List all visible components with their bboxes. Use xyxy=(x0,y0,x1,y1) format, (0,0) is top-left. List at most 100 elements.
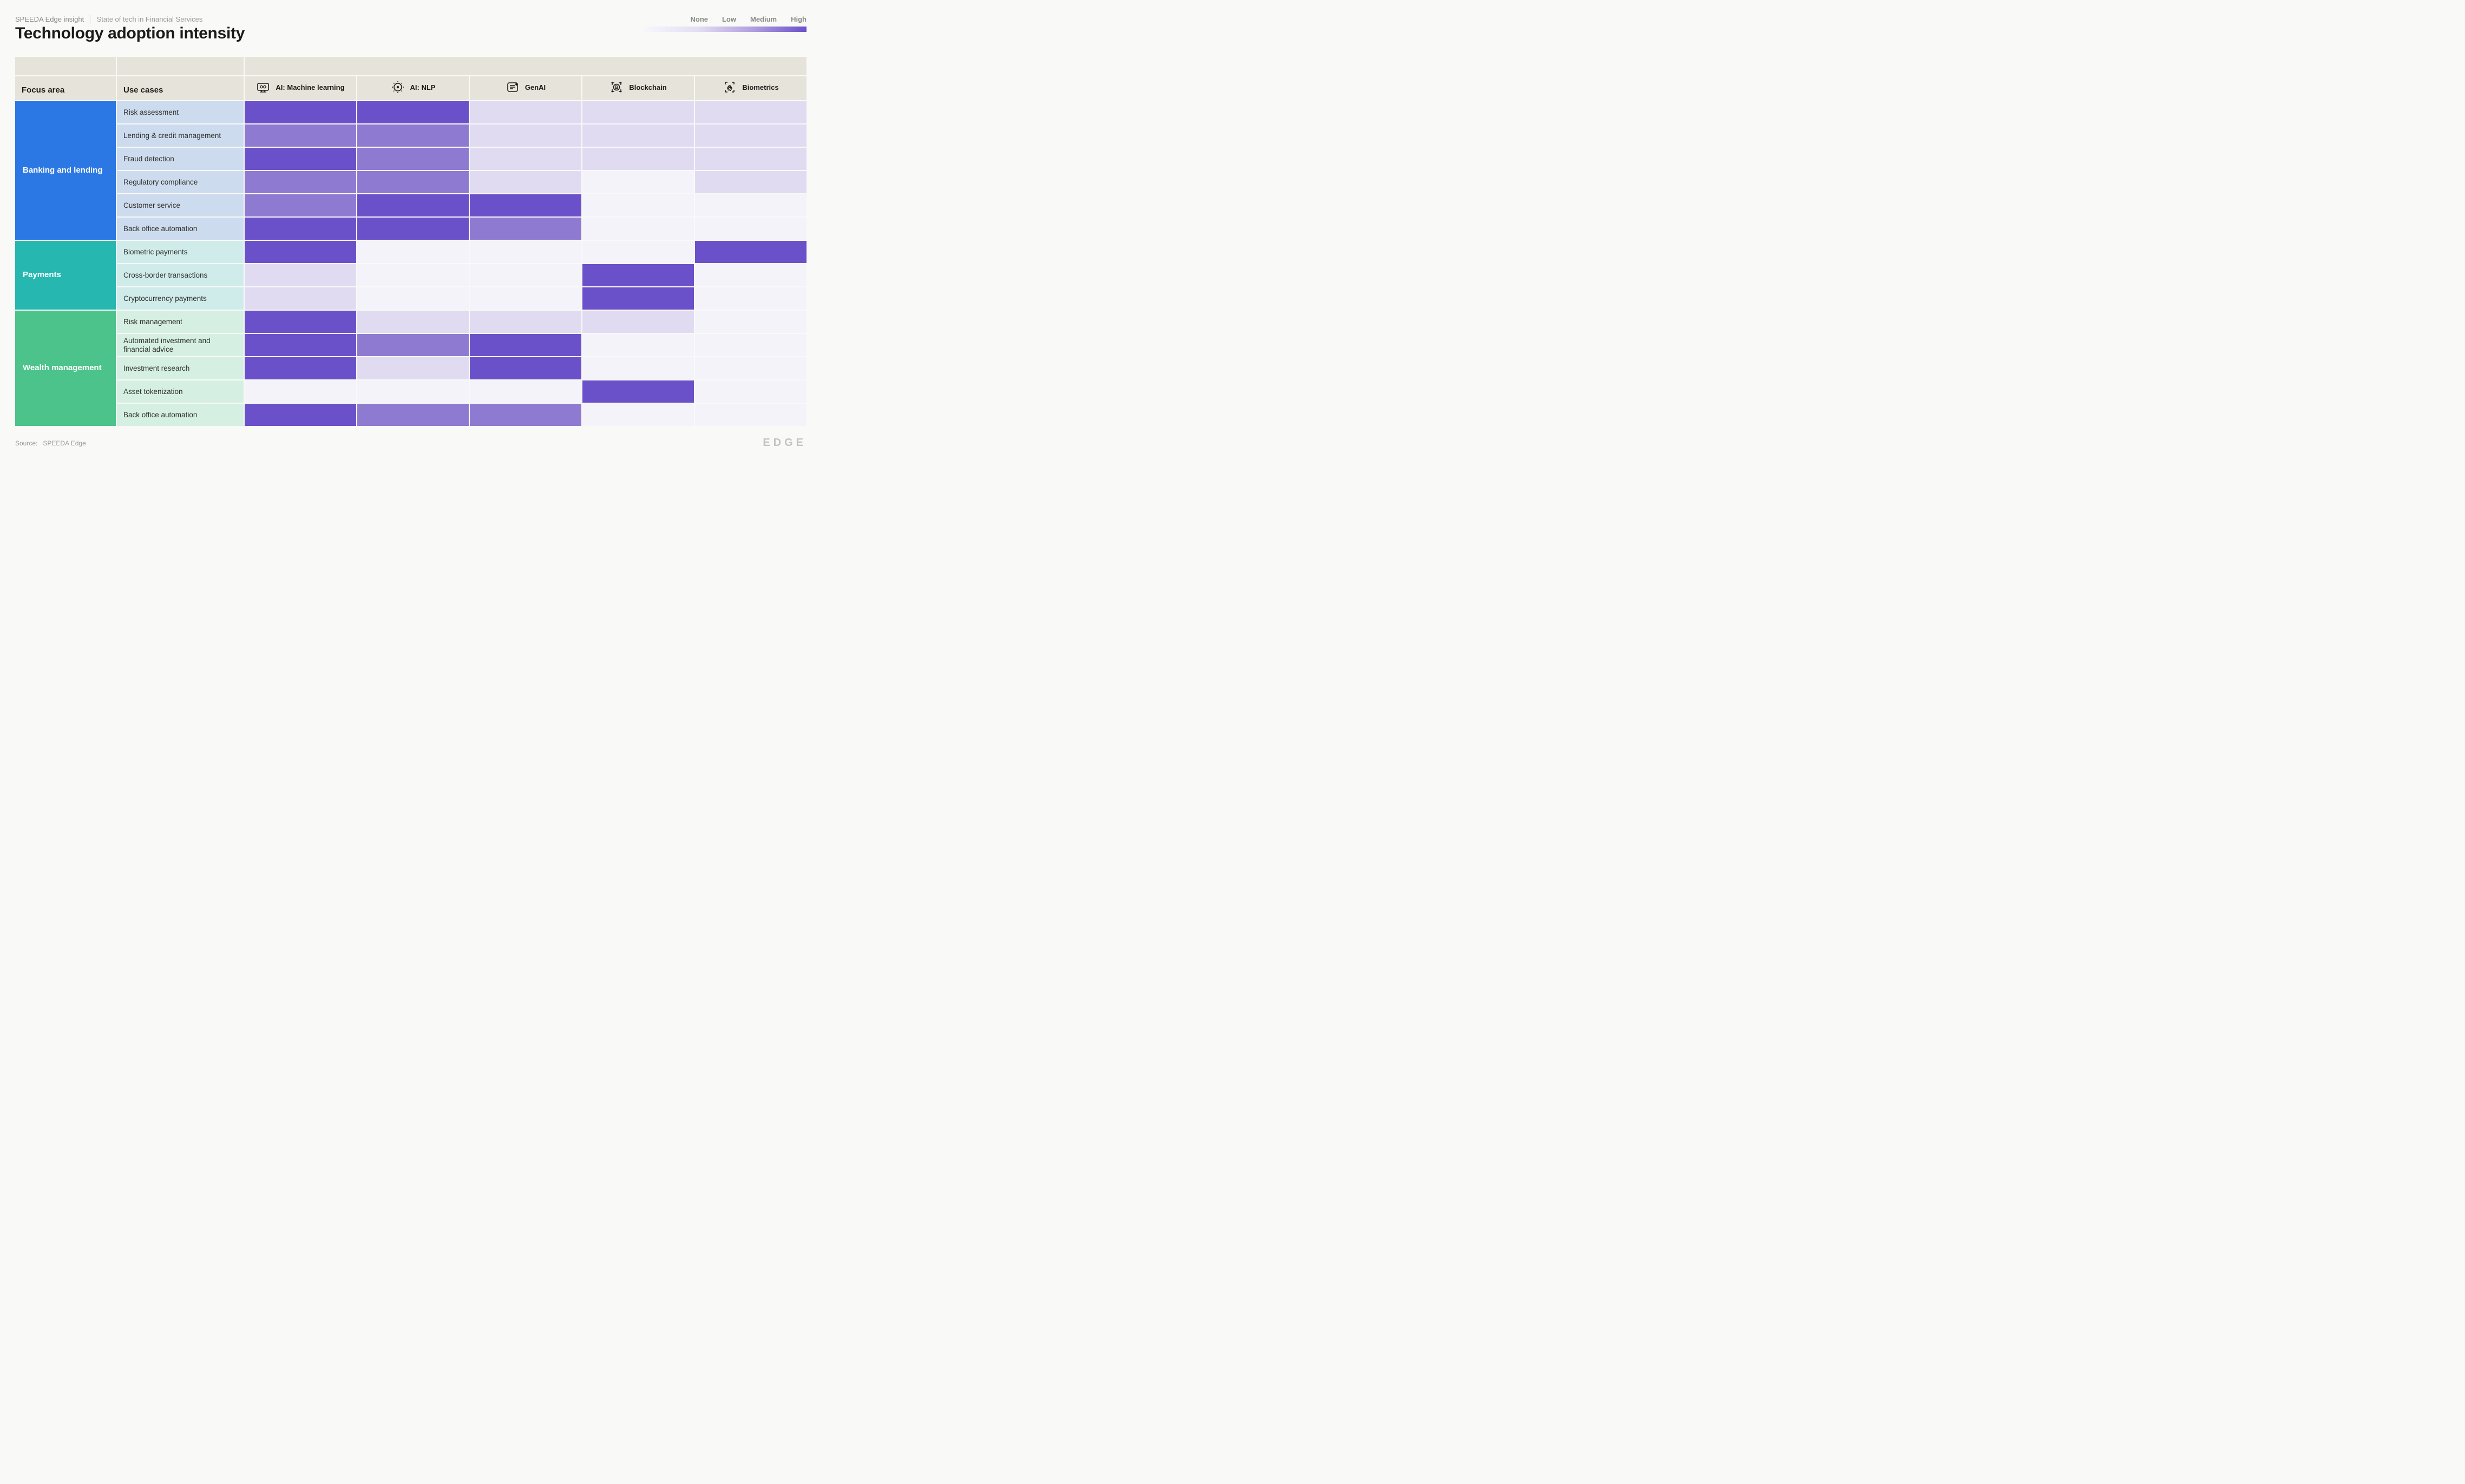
source-value: SPEEDA Edge xyxy=(43,439,86,447)
heat-cell-blockchain xyxy=(582,357,694,379)
legend-label-none: None xyxy=(690,15,708,23)
heat-cell-ml xyxy=(245,101,356,123)
heat-cell-genai xyxy=(470,334,581,356)
heat-cell-biometrics xyxy=(695,380,807,403)
header-tech-biometrics-label: Biometrics xyxy=(742,83,778,91)
heat-cell-ml xyxy=(245,124,356,147)
use-case-cell: Cryptocurrency payments xyxy=(117,287,244,310)
heat-cell-nlp xyxy=(357,334,469,356)
heat-cell-ml xyxy=(245,194,356,216)
heat-cell-nlp xyxy=(357,241,469,263)
heat-cell-biometrics xyxy=(695,311,807,333)
heat-cell-blockchain xyxy=(582,380,694,403)
heat-cell-nlp xyxy=(357,287,469,310)
heat-cell-biometrics xyxy=(695,264,807,286)
heat-cell-blockchain xyxy=(582,404,694,426)
eyebrow-brand: SPEEDA Edge insight xyxy=(15,15,84,23)
heat-cell-genai xyxy=(470,311,581,333)
header-use-cases: Use cases xyxy=(117,76,244,100)
heat-cell-blockchain xyxy=(582,194,694,216)
header-tech-genai-label: GenAI xyxy=(525,83,546,91)
heat-cell-genai xyxy=(470,241,581,263)
header-tech-blockchain-label: Blockchain xyxy=(629,83,666,91)
heat-cell-genai xyxy=(470,264,581,286)
source-line: Source: SPEEDA Edge xyxy=(15,439,86,447)
heat-cell-genai xyxy=(470,380,581,403)
heatmap-grid: Focus area Use cases AI: Machine learning… xyxy=(15,57,807,426)
use-case-cell: Regulatory compliance xyxy=(117,171,244,193)
heat-cell-genai xyxy=(470,287,581,310)
heat-cell-nlp xyxy=(357,124,469,147)
heat-cell-nlp xyxy=(357,218,469,240)
heat-cell-blockchain xyxy=(582,148,694,170)
page-title: Technology adoption intensity xyxy=(15,24,245,43)
edge-logo: EDGE xyxy=(763,437,807,449)
heat-cell-biometrics xyxy=(695,194,807,216)
heat-cell-genai xyxy=(470,194,581,216)
heat-cell-nlp xyxy=(357,404,469,426)
heat-cell-ml xyxy=(245,171,356,193)
heat-cell-blockchain xyxy=(582,311,694,333)
heat-cell-genai xyxy=(470,101,581,123)
heat-cell-blockchain xyxy=(582,218,694,240)
heat-cell-biometrics xyxy=(695,404,807,426)
header-tech-nlp-label: AI: NLP xyxy=(410,83,436,91)
use-case-cell: Lending & credit management xyxy=(117,124,244,147)
header-tech-nlp: AI: NLP xyxy=(357,76,469,100)
use-case-cell: Back office automation xyxy=(117,218,244,240)
header-tech-genai: GenAI xyxy=(470,76,581,100)
header-tech-strip xyxy=(245,57,807,75)
heat-cell-genai xyxy=(470,218,581,240)
heat-cell-biometrics xyxy=(695,218,807,240)
genai-icon xyxy=(506,80,520,94)
heat-cell-blockchain xyxy=(582,241,694,263)
heat-cell-ml xyxy=(245,404,356,426)
heat-cell-ml xyxy=(245,311,356,333)
use-case-cell: Back office automation xyxy=(117,404,244,426)
heat-cell-blockchain xyxy=(582,264,694,286)
heat-cell-genai xyxy=(470,404,581,426)
eyebrow-subtitle: State of tech in Financial Services xyxy=(97,15,203,23)
heat-cell-ml xyxy=(245,218,356,240)
heat-cell-nlp xyxy=(357,148,469,170)
use-case-cell: Risk management xyxy=(117,311,244,333)
biometrics-icon xyxy=(723,80,737,94)
legend-label-high: High xyxy=(791,15,807,23)
header-tech-blockchain: Blockchain xyxy=(582,76,694,100)
heat-cell-biometrics xyxy=(695,171,807,193)
header-focus-spacer xyxy=(15,57,116,75)
use-case-cell: Biometric payments xyxy=(117,241,244,263)
legend-label-low: Low xyxy=(722,15,736,23)
legend: None Low Medium High xyxy=(644,15,807,32)
legend-label-medium: Medium xyxy=(750,15,777,23)
heat-cell-blockchain xyxy=(582,101,694,123)
heat-cell-blockchain xyxy=(582,287,694,310)
heat-cell-biometrics xyxy=(695,148,807,170)
source-label: Source: xyxy=(15,439,37,447)
heat-cell-genai xyxy=(470,171,581,193)
eyebrow-separator: │ xyxy=(88,15,93,23)
heat-cell-nlp xyxy=(357,101,469,123)
eyebrow: SPEEDA Edge insight │ State of tech in F… xyxy=(15,15,245,23)
heat-cell-genai xyxy=(470,148,581,170)
ml-icon xyxy=(256,80,270,94)
header-tech-biometrics: Biometrics xyxy=(695,76,807,100)
heat-cell-biometrics xyxy=(695,287,807,310)
legend-gradient-bar xyxy=(644,27,807,32)
nlp-icon xyxy=(391,80,405,94)
header-focus-area: Focus area xyxy=(15,76,116,100)
header-tech-ml: AI: Machine learning xyxy=(245,76,356,100)
heat-cell-ml xyxy=(245,287,356,310)
heat-cell-biometrics xyxy=(695,124,807,147)
focus-area-cell: Wealth management xyxy=(15,311,116,426)
heat-cell-ml xyxy=(245,264,356,286)
heat-cell-blockchain xyxy=(582,334,694,356)
heat-cell-biometrics xyxy=(695,357,807,379)
heat-cell-nlp xyxy=(357,311,469,333)
header-tech-ml-label: AI: Machine learning xyxy=(276,83,344,91)
heat-cell-nlp xyxy=(357,194,469,216)
heat-cell-ml xyxy=(245,380,356,403)
focus-area-cell: Payments xyxy=(15,241,116,310)
heat-cell-blockchain xyxy=(582,171,694,193)
use-case-cell: Customer service xyxy=(117,194,244,216)
